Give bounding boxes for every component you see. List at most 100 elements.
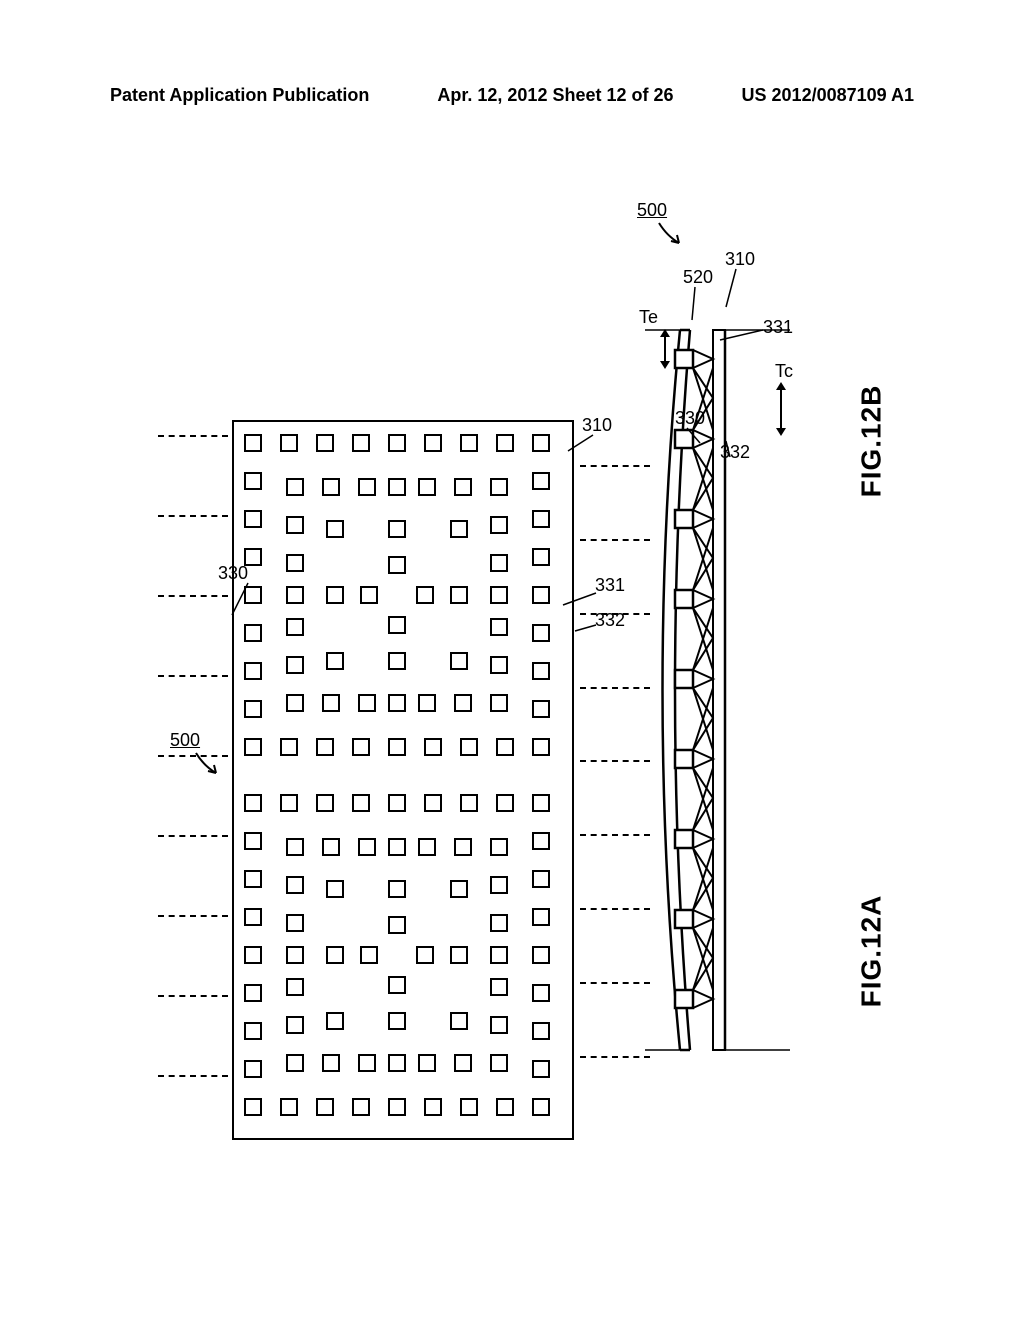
led-square: [388, 520, 406, 538]
ref-331-a: 331: [595, 575, 625, 596]
led-square: [418, 478, 436, 496]
led-square: [280, 434, 298, 452]
ref-310-a: 310: [582, 415, 612, 436]
led-square: [244, 662, 262, 680]
led-square: [490, 554, 508, 572]
alignment-line-left: [158, 915, 228, 917]
led-square: [388, 794, 406, 812]
led-square: [244, 472, 262, 490]
led-square: [416, 946, 434, 964]
led-square: [388, 478, 406, 496]
led-square: [244, 510, 262, 528]
led-square: [450, 946, 468, 964]
led-square: [424, 794, 442, 812]
led-square: [490, 1054, 508, 1072]
led-square: [360, 586, 378, 604]
alignment-line: [580, 687, 650, 689]
ref-500-a: 500: [170, 730, 200, 751]
led-square: [490, 656, 508, 674]
led-square: [280, 1098, 298, 1116]
led-square: [490, 978, 508, 996]
led-square: [418, 1054, 436, 1072]
led-square: [388, 1054, 406, 1072]
ref-500-b: 500: [637, 200, 667, 221]
led-square: [388, 556, 406, 574]
led-square: [286, 838, 304, 856]
alignment-line-left: [158, 1075, 228, 1077]
led-square: [490, 1016, 508, 1034]
led-square: [244, 1022, 262, 1040]
led-square: [244, 548, 262, 566]
led-square: [322, 694, 340, 712]
led-square: [450, 1012, 468, 1030]
led-square: [286, 554, 304, 572]
led-square: [358, 1054, 376, 1072]
led-square: [532, 870, 550, 888]
led-square: [532, 832, 550, 850]
led-square: [286, 694, 304, 712]
led-square: [388, 916, 406, 934]
led-square: [286, 946, 304, 964]
led-square: [454, 1054, 472, 1072]
led-square: [358, 694, 376, 712]
side-view-diagram: [645, 290, 795, 1090]
led-square: [460, 1098, 478, 1116]
led-square: [286, 478, 304, 496]
led-square: [244, 832, 262, 850]
led-square: [326, 880, 344, 898]
led-square: [244, 908, 262, 926]
led-square: [244, 1060, 262, 1078]
led-square: [388, 1098, 406, 1116]
arrow-500-b-icon: [657, 221, 687, 251]
led-square: [532, 984, 550, 1002]
alignment-line-left: [158, 755, 228, 757]
led-square: [490, 516, 508, 534]
led-square: [532, 472, 550, 490]
led-square: [532, 1060, 550, 1078]
led-square: [460, 434, 478, 452]
led-square: [316, 1098, 334, 1116]
led-square: [316, 794, 334, 812]
alignment-line-left: [158, 515, 228, 517]
led-square: [244, 870, 262, 888]
header-center: Apr. 12, 2012 Sheet 12 of 26: [437, 85, 673, 106]
alignment-line: [580, 465, 650, 467]
figure-12: 500 500 330 310 331 332 330 310 520 331 …: [220, 195, 840, 1155]
led-square: [416, 586, 434, 604]
header-right: US 2012/0087109 A1: [742, 85, 914, 106]
led-square: [352, 1098, 370, 1116]
led-square: [322, 1054, 340, 1072]
led-square: [388, 694, 406, 712]
led-square: [280, 794, 298, 812]
led-square: [244, 946, 262, 964]
led-square: [352, 434, 370, 452]
led-square: [280, 738, 298, 756]
alignment-line: [580, 613, 650, 615]
top-view-diagram: [232, 420, 574, 1140]
led-square: [454, 838, 472, 856]
led-square: [326, 1012, 344, 1030]
led-square: [496, 434, 514, 452]
alignment-line: [580, 760, 650, 762]
led-square: [286, 876, 304, 894]
led-square: [490, 946, 508, 964]
led-square: [532, 586, 550, 604]
led-square: [388, 880, 406, 898]
led-square: [424, 1098, 442, 1116]
led-square: [532, 1022, 550, 1040]
led-square: [244, 434, 262, 452]
led-square: [490, 694, 508, 712]
led-square: [418, 838, 436, 856]
led-square: [286, 618, 304, 636]
led-square: [244, 624, 262, 642]
led-square: [286, 914, 304, 932]
led-square: [454, 694, 472, 712]
led-square: [388, 1012, 406, 1030]
alignment-line: [580, 982, 650, 984]
led-square: [496, 738, 514, 756]
led-square: [490, 478, 508, 496]
led-square: [532, 662, 550, 680]
led-square: [244, 738, 262, 756]
led-square: [424, 738, 442, 756]
led-square: [490, 618, 508, 636]
